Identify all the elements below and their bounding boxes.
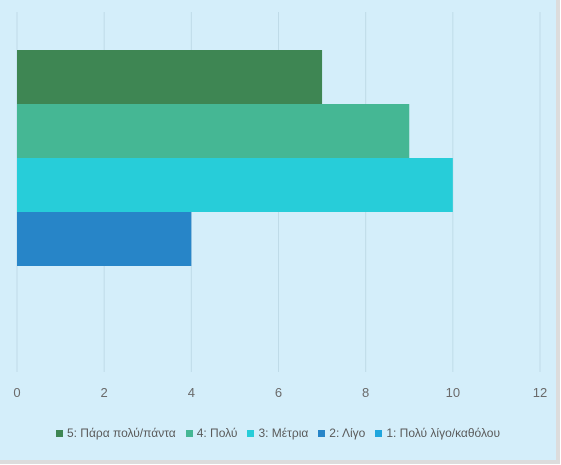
legend-item: 4: Πολύ: [185, 426, 238, 440]
legend-label: 4: Πολύ: [196, 426, 238, 440]
legend-label: 1: Πολύ λίγο/καθόλου: [386, 426, 501, 440]
bar-chart: 0 2 4 6 8 10 12: [13, 12, 547, 400]
x-tick-label: 6: [275, 385, 282, 400]
x-tick-label: 4: [188, 385, 195, 400]
legend: 5: Πάρα πολύ/πάντα 4: Πολύ 3: Μέτρια 2: Λίγ…: [0, 420, 556, 446]
legend-label: 5: Πάρα πολύ/πάντα: [66, 426, 176, 440]
bar-5: [17, 50, 323, 104]
legend-item: 5: Πάρα πολύ/πάντα: [55, 426, 176, 440]
x-axis-ticks: 0 2 4 6 8 10 12: [13, 385, 547, 400]
legend-swatch: [185, 429, 193, 437]
x-tick-label: 12: [533, 385, 547, 400]
bars: [17, 50, 453, 266]
legend-swatch: [247, 429, 255, 437]
legend-item: 3: Μέτρια: [247, 426, 308, 440]
x-tick-label: 10: [446, 385, 460, 400]
legend-swatch: [318, 429, 326, 437]
legend-label: 3: Μέτρια: [258, 426, 309, 440]
legend-label: 2: Λίγο: [329, 426, 366, 440]
bar-4: [17, 104, 410, 158]
x-tick-label: 8: [362, 385, 369, 400]
legend-swatch: [375, 429, 383, 437]
legend-item: 1: Πολύ λίγο/καθόλου: [375, 426, 500, 440]
x-tick-label: 0: [13, 385, 20, 400]
bar-2: [17, 212, 192, 266]
bar-3: [17, 158, 453, 212]
legend-item: 2: Λίγο: [318, 426, 365, 440]
legend-swatch: [55, 429, 63, 437]
x-tick-label: 2: [101, 385, 108, 400]
